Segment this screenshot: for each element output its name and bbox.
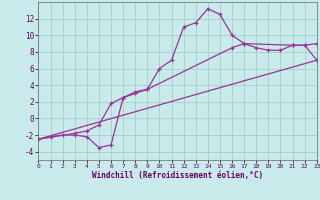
X-axis label: Windchill (Refroidissement éolien,°C): Windchill (Refroidissement éolien,°C) xyxy=(92,171,263,180)
